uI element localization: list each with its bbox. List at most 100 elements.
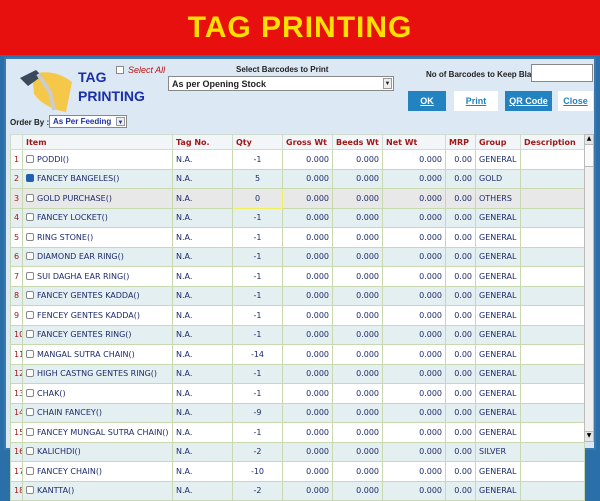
beeds-wt-cell: 0.000 — [332, 266, 383, 287]
ok-button[interactable]: OK — [408, 91, 446, 111]
row-checkbox[interactable] — [26, 349, 34, 358]
group-cell: GENERAL — [475, 246, 521, 267]
gross-wt-cell: 0.000 — [282, 227, 333, 248]
gross-wt-cell: 0.000 — [282, 363, 333, 384]
net-wt-cell: 0.000 — [382, 207, 446, 228]
tag-cell: N.A. — [172, 227, 233, 248]
beeds-wt-cell: 0.000 — [332, 149, 383, 170]
gross-wt-cell: 0.000 — [282, 207, 333, 228]
row-number: 6 — [10, 246, 23, 267]
row-checkbox[interactable] — [26, 447, 34, 456]
column-header[interactable] — [10, 134, 23, 150]
table-row[interactable]: 1 PODDI() N.A. -1 0.000 0.000 0.000 0.00 GENERAL — [10, 149, 585, 170]
row-checkbox[interactable] — [26, 427, 34, 436]
column-header[interactable]: Net Wt — [382, 134, 446, 150]
row-checkbox[interactable] — [26, 193, 34, 202]
table-row[interactable]: 4 FANCEY LOCKET() N.A. -1 0.000 0.000 0.000 0.0… — [10, 207, 585, 228]
gross-wt-cell: 0.000 — [282, 266, 333, 287]
mrp-cell: 0.00 — [445, 461, 476, 482]
item-cell: MANGAL SUTRA CHAIN() — [22, 344, 173, 365]
scroll-up-icon[interactable]: ▲ — [585, 135, 593, 145]
gross-wt-cell: 0.000 — [282, 383, 333, 404]
group-cell: SILVER — [475, 441, 521, 462]
table-row[interactable]: 9 FENCEY GENTES KADDA() N.A. -1 0.000 0.000 0.… — [10, 305, 585, 326]
row-checkbox[interactable] — [26, 232, 34, 241]
column-header[interactable]: Gross Wt — [282, 134, 333, 150]
description-cell — [520, 149, 585, 170]
qty-cell: -1 — [232, 285, 283, 306]
qr-code-button[interactable]: QR Code — [505, 91, 552, 111]
item-cell: CHAIN FANCEY() — [22, 402, 173, 423]
description-cell — [520, 480, 585, 501]
order-by-dropdown[interactable]: As Per Feeding ▼ — [49, 115, 127, 128]
table-row[interactable]: 3 GOLD PURCHASE() N.A. 0 0.000 0.000 0.000 0.00… — [10, 188, 585, 209]
tag-cell: N.A. — [172, 402, 233, 423]
row-checkbox[interactable] — [26, 486, 34, 495]
description-cell — [520, 168, 585, 189]
mrp-cell: 0.00 — [445, 480, 476, 501]
scroll-thumb[interactable] — [585, 145, 593, 167]
column-header[interactable]: Tag No. — [172, 134, 233, 150]
column-header[interactable]: Group — [475, 134, 521, 150]
row-checkbox[interactable] — [26, 388, 34, 397]
column-header[interactable]: Description — [520, 134, 585, 150]
row-checkbox[interactable] — [26, 291, 34, 300]
keep-blank-input[interactable] — [531, 64, 593, 82]
column-header[interactable]: Qty — [232, 134, 283, 150]
column-header[interactable]: Item — [22, 134, 173, 150]
item-cell: PODDI() — [22, 149, 173, 170]
table-row[interactable]: 11MANGAL SUTRA CHAIN()N.A.-140.0000.0000… — [10, 344, 585, 365]
print-button[interactable]: Print — [454, 91, 498, 111]
row-checkbox[interactable] — [26, 330, 34, 339]
row-checkbox[interactable] — [26, 408, 34, 417]
table-row[interactable]: 18KANTTA()N.A.-20.0000.0000.0000.00GENER… — [10, 480, 585, 501]
row-number: 18 — [10, 480, 23, 501]
scroll-down-icon[interactable]: ▼ — [585, 431, 593, 441]
table-row[interactable]: 16KALICHDI()N.A.-20.0000.0000.0000.00SIL… — [10, 441, 585, 462]
tag-cell: N.A. — [172, 266, 233, 287]
table-row[interactable]: 12HIGH CASTNG GENTES RING()N.A.-10.0000.… — [10, 363, 585, 384]
group-cell: GENERAL — [475, 461, 521, 482]
row-checkbox[interactable] — [26, 252, 34, 261]
table-row[interactable]: 17FANCEY CHAIN()N.A.-100.0000.0000.0000.… — [10, 461, 585, 482]
item-cell: FANCEY GENTES KADDA() — [22, 285, 173, 306]
table-row[interactable]: 5 RING STONE() N.A. -1 0.000 0.000 0.000 0.00 GE… — [10, 227, 585, 248]
tag-cell: N.A. — [172, 383, 233, 404]
table-row[interactable]: 6 DIAMOND EAR RING() N.A. -1 0.000 0.000 0.000… — [10, 246, 585, 267]
item-name: FENCEY GENTES KADDA() — [37, 310, 140, 320]
net-wt-cell: 0.000 — [382, 305, 446, 326]
row-checkbox[interactable] — [26, 271, 34, 280]
row-checkbox[interactable] — [26, 174, 34, 183]
table-row[interactable]: 14CHAIN FANCEY()N.A.-90.0000.0000.0000.0… — [10, 402, 585, 423]
row-checkbox[interactable] — [26, 213, 34, 222]
column-header[interactable]: Beeds Wt — [332, 134, 383, 150]
mrp-cell: 0.00 — [445, 168, 476, 189]
table-row[interactable]: 15FANCEY MUNGAL SUTRA CHAIN()N.A.-10.000… — [10, 422, 585, 443]
qty-cell: -2 — [232, 480, 283, 501]
row-checkbox[interactable] — [26, 310, 34, 319]
column-header[interactable]: MRP — [445, 134, 476, 150]
vertical-scrollbar[interactable]: ▲ ▼ — [584, 134, 594, 442]
item-name: HIGH CASTNG GENTES RING() — [37, 369, 158, 379]
table-row[interactable]: 10FANCEY GENTES RING()N.A.-10.0000.0000.… — [10, 324, 585, 345]
item-name: FANCEY BANGELES() — [37, 174, 120, 184]
table-row[interactable]: 2 FANCEY BANGELES() N.A. 5 0.000 0.000 0.000 0.… — [10, 168, 585, 189]
row-checkbox[interactable] — [26, 466, 34, 475]
table-row[interactable]: 8 FANCEY GENTES KADDA() N.A. -1 0.000 0.000 0.… — [10, 285, 585, 306]
item-name: DIAMOND EAR RING() — [37, 252, 124, 262]
gross-wt-cell: 0.000 — [282, 305, 333, 326]
select-barcodes-dropdown[interactable]: As per Opening Stock ▼ — [168, 76, 394, 91]
item-cell: FANCEY BANGELES() — [22, 168, 173, 189]
row-checkbox[interactable] — [26, 369, 34, 378]
select-all-checkbox[interactable]: Select All — [116, 65, 165, 75]
mrp-cell: 0.00 — [445, 363, 476, 384]
description-cell — [520, 422, 585, 443]
table-row[interactable]: 7 SUI DAGHA EAR RING() N.A. -1 0.000 0.000 0.0… — [10, 266, 585, 287]
row-checkbox[interactable] — [26, 154, 34, 163]
item-name: GOLD PURCHASE() — [37, 193, 112, 203]
item-cell: DIAMOND EAR RING() — [22, 246, 173, 267]
close-button[interactable]: Close — [558, 91, 593, 111]
group-cell: GENERAL — [475, 227, 521, 248]
item-name: FANCEY GENTES RING() — [37, 330, 132, 340]
